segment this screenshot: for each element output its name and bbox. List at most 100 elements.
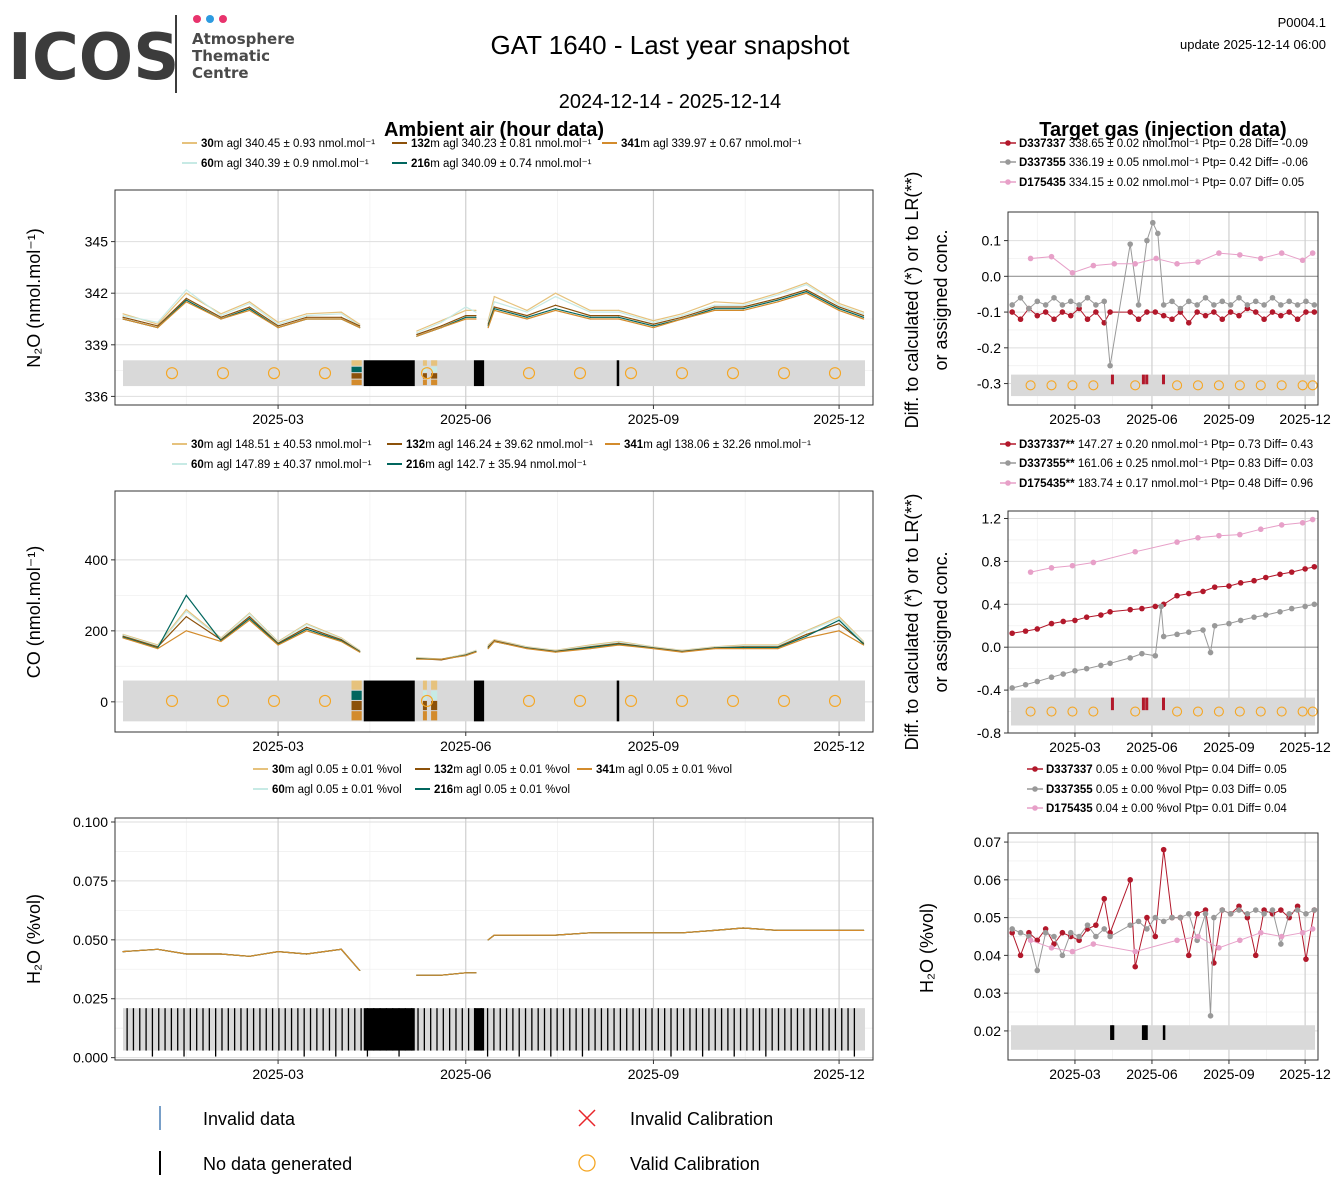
data-point-60m bbox=[340, 638, 342, 640]
target-h2o-panel: 0.02 0.03 0.04 0.05 0.06 0.07 2025-03 2025-06 20… bbox=[917, 764, 1331, 1082]
data-point-D337355 bbox=[1034, 678, 1041, 685]
data-point-341m bbox=[475, 651, 477, 653]
x-tick-label: 2025-06 bbox=[440, 738, 492, 754]
data-point-60m bbox=[838, 617, 840, 620]
legend: D337337 338.65 ± 0.02 nmol.mol⁻¹ Ptp= 0.… bbox=[1000, 138, 1308, 189]
data-point-60m bbox=[681, 314, 683, 317]
data-point-341m bbox=[618, 318, 620, 320]
data-point-D337355 bbox=[1185, 629, 1192, 635]
data-point-D337337 bbox=[1152, 309, 1159, 315]
data-point-216m bbox=[805, 635, 808, 637]
x-tick-label: 2025-12 bbox=[813, 738, 865, 754]
valid-calibration-marker bbox=[828, 694, 842, 707]
data-point-D337355 bbox=[1311, 302, 1318, 308]
legend-stats: 147.27 ± 0.20 nmol.mol⁻¹ Ptp= 0.73 Diff=… bbox=[1075, 439, 1313, 451]
no-data-block bbox=[363, 1008, 415, 1051]
data-point-60m bbox=[122, 314, 124, 317]
y-tick-label: -0.2 bbox=[977, 340, 1001, 356]
data-point-D175435 bbox=[1216, 250, 1222, 256]
data-point-60m bbox=[742, 645, 744, 647]
data-point-D337355 bbox=[1261, 911, 1267, 917]
y-tick-label: 0.07 bbox=[974, 834, 1001, 850]
data-point-341m bbox=[277, 951, 279, 953]
flag-band bbox=[123, 360, 865, 387]
data-point-341m bbox=[805, 637, 808, 639]
data-point-D337355 bbox=[1169, 298, 1175, 305]
data-point-D337337 bbox=[1262, 574, 1269, 581]
data-point-341m bbox=[554, 651, 557, 653]
data-point-341m bbox=[440, 974, 442, 976]
data-point-D337355 bbox=[1127, 922, 1133, 928]
data-point-D337337 bbox=[1048, 620, 1055, 627]
legend-entry: D337337 338.65 ± 0.02 nmol.mol⁻¹ Ptp= 0.… bbox=[1019, 138, 1308, 150]
data-point-D337355 bbox=[1286, 298, 1293, 305]
data-point-D337355 bbox=[1286, 911, 1293, 917]
data-point-60m bbox=[652, 321, 655, 324]
legend-cylinder-id: D175435** bbox=[1019, 478, 1075, 490]
data-point-D337355 bbox=[1101, 298, 1108, 305]
x-tick-label: 2025-06 bbox=[1126, 739, 1178, 755]
y-tick-label: -0.3 bbox=[977, 376, 1001, 392]
legend-height: 60 bbox=[201, 158, 214, 170]
data-point-D337355 bbox=[1278, 941, 1284, 947]
data-point-132m bbox=[652, 323, 655, 325]
flag-layer bbox=[123, 680, 865, 722]
data-point-D337337 bbox=[1144, 309, 1150, 315]
valid-calibration-marker bbox=[1213, 706, 1224, 717]
data-point-D337355 bbox=[1202, 294, 1209, 301]
legend-stats: m agl 339.97 ± 0.67 nmol.mol⁻¹ bbox=[640, 138, 801, 150]
x-tick-label: 2025-03 bbox=[252, 411, 304, 427]
data-point-D337337 bbox=[1261, 316, 1267, 323]
no-data-line bbox=[1162, 1025, 1166, 1040]
data-point-341m bbox=[122, 951, 124, 953]
data-point-D337337 bbox=[1022, 628, 1029, 634]
data-point-D337355 bbox=[1093, 933, 1099, 940]
data-point-341m bbox=[465, 972, 467, 974]
valid-calibration-marker bbox=[1307, 706, 1318, 717]
data-point-D175435 bbox=[1299, 929, 1306, 936]
series-line-30m bbox=[487, 282, 864, 322]
data-point-D337355 bbox=[1022, 681, 1029, 688]
y-tick-label: 400 bbox=[85, 552, 109, 568]
target-section-title: Target gas (injection data) bbox=[1039, 119, 1286, 141]
valid-calibration-marker bbox=[1297, 380, 1308, 391]
data-point-341m bbox=[589, 318, 591, 320]
data-point-341m bbox=[220, 640, 222, 643]
legend-key-dot bbox=[1005, 179, 1011, 185]
legend-height: 132 bbox=[406, 439, 425, 451]
series-layer bbox=[122, 282, 865, 337]
data-point-216m bbox=[838, 619, 840, 621]
data-point-341m bbox=[122, 637, 124, 639]
data-point-D337337 bbox=[1152, 933, 1159, 940]
data-point-D337337 bbox=[1160, 312, 1167, 319]
data-point-341m bbox=[416, 974, 418, 976]
valid-calibration-marker bbox=[1234, 706, 1245, 717]
data-point-D337337 bbox=[1252, 952, 1259, 959]
data-point-D175435 bbox=[1090, 941, 1097, 947]
valid-calibration-marker bbox=[165, 367, 179, 380]
valid-calibration-marker bbox=[624, 367, 638, 380]
data-point-341m bbox=[589, 647, 591, 650]
legend-stats: 334.15 ± 0.02 nmol.mol⁻¹ Ptp= 0.07 Diff=… bbox=[1066, 177, 1304, 189]
target-n2o-panel: -0.3 -0.2 -0.1 0.0 0.1 2025-03 2025-06 2025-09 2… bbox=[977, 138, 1331, 427]
data-point-216m bbox=[777, 299, 779, 301]
target-ylabel-line2: or assigned conc. bbox=[931, 229, 951, 370]
flag-band bbox=[123, 680, 865, 722]
data-point-341m bbox=[465, 318, 467, 320]
data-point-30m bbox=[714, 301, 716, 303]
data-point-216m bbox=[742, 308, 744, 310]
x-tick-label: 2025-12 bbox=[813, 411, 865, 427]
valid-calibration-marker bbox=[1234, 380, 1245, 391]
valid-calibration-marker bbox=[777, 367, 791, 380]
data-point-D337337 bbox=[1093, 309, 1099, 315]
data-point-30m bbox=[526, 309, 528, 311]
data-point-D337355 bbox=[1211, 914, 1217, 921]
y-tick-label: 339 bbox=[85, 337, 109, 353]
data-point-341m bbox=[306, 318, 308, 320]
data-point-30m bbox=[416, 330, 418, 332]
target-ylabel-co: Diff. to calculated (*) or to LR(**) or … bbox=[902, 494, 951, 751]
data-point-341m bbox=[862, 929, 865, 931]
y-tick-label: 342 bbox=[85, 285, 109, 301]
data-point-216m bbox=[248, 617, 251, 620]
